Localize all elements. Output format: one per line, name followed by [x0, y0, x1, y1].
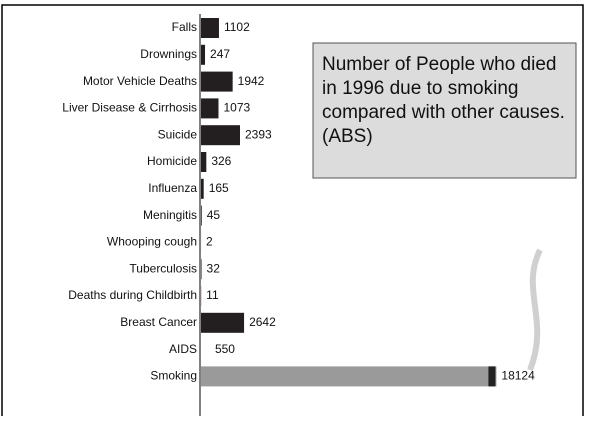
category-label: AIDS [169, 342, 197, 356]
bar [201, 259, 202, 279]
bar [201, 313, 244, 333]
chart: Number of People who diedin 1996 due to … [0, 0, 591, 416]
value-label: 18124 [501, 369, 535, 383]
category-label: Deaths during Childbirth [68, 288, 197, 302]
category-label: Whooping cough [107, 235, 197, 249]
category-label: Falls [172, 20, 197, 34]
value-label: 1102 [224, 20, 250, 34]
bar [201, 179, 204, 199]
value-label: 2642 [249, 315, 276, 329]
bar [201, 45, 205, 65]
value-label: 1942 [238, 74, 265, 88]
category-label: Suicide [158, 127, 198, 141]
value-label: 2393 [245, 127, 272, 141]
category-label: Tuberculosis [129, 261, 197, 275]
value-label: 326 [211, 154, 231, 168]
category-label: Drownings [140, 47, 197, 61]
bar [201, 125, 240, 145]
value-label: 45 [207, 208, 221, 222]
category-label: Breast Cancer [120, 315, 197, 329]
category-label: Motor Vehicle Deaths [83, 74, 197, 88]
value-label: 165 [209, 181, 229, 195]
bar [201, 366, 496, 386]
category-label: Meningitis [143, 208, 197, 222]
bar [201, 152, 206, 172]
value-label: 11 [206, 288, 219, 302]
bar [201, 18, 219, 38]
bar [201, 98, 218, 118]
value-label: 1073 [223, 101, 250, 115]
value-label: 32 [207, 261, 221, 275]
value-label: 550 [215, 342, 235, 356]
value-label: 247 [210, 47, 230, 61]
bar [201, 72, 233, 92]
bar [201, 206, 202, 226]
category-label: Liver Disease & Cirrhosis [62, 101, 197, 115]
bar [201, 340, 210, 360]
category-label: Homicide [147, 154, 197, 168]
category-label: Influenza [148, 181, 197, 195]
bar-tip [488, 366, 495, 386]
category-label: Smoking [150, 369, 197, 383]
value-label: 2 [206, 235, 213, 249]
